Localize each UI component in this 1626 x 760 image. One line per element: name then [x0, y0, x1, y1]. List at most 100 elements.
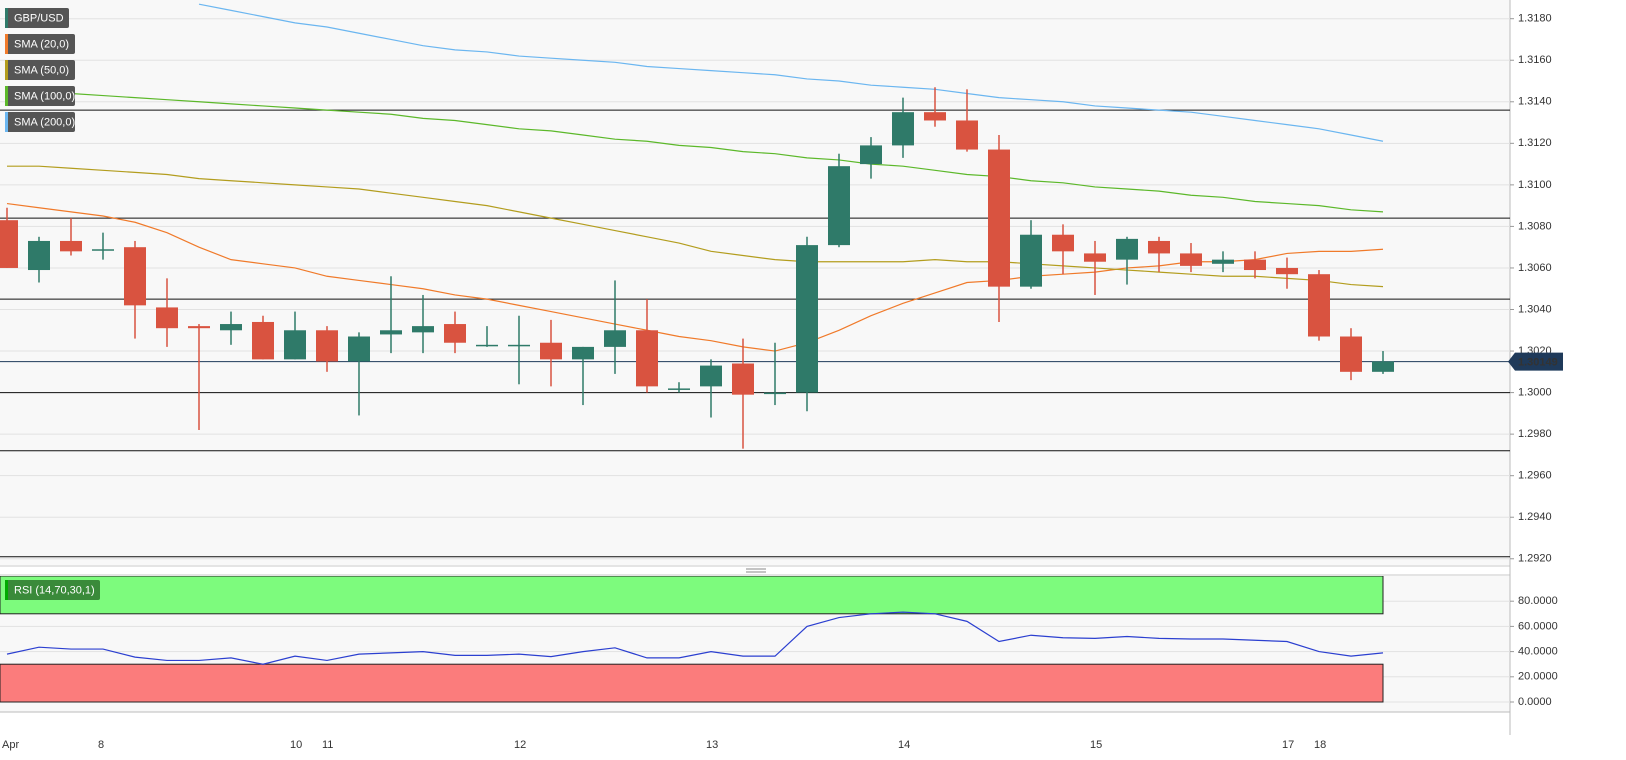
candle-body: [1340, 336, 1362, 372]
candle-body: [924, 112, 946, 121]
sma-line: [6, 88, 1384, 213]
y-tick-label: 1.3160: [1518, 54, 1552, 66]
y-tick-label: 1.3060: [1518, 262, 1552, 274]
candle-body: [284, 330, 306, 360]
legend-box[interactable]: [5, 60, 75, 80]
x-tick-label: 8: [98, 739, 104, 751]
candle-body: [1116, 238, 1138, 260]
candle-body: [636, 330, 658, 387]
candle-body: [508, 344, 530, 347]
candle-body: [28, 240, 50, 271]
y-tick-label: 0.0000: [1518, 696, 1552, 708]
rsi-zone: [0, 576, 1384, 615]
candle-body: [1020, 234, 1042, 287]
candle-body: [1276, 267, 1298, 275]
candle-body: [764, 392, 786, 395]
price-plot: [0, 3, 1510, 560]
sma-line: [198, 3, 1384, 142]
y-tick-label: 1.3040: [1518, 303, 1552, 315]
y-tick-label: 1.3120: [1518, 137, 1552, 149]
rsi-zone: [0, 663, 1384, 703]
x-tick-label: 18: [1314, 739, 1326, 751]
candle-body: [60, 240, 82, 252]
legend-label: SMA (100,0): [14, 90, 75, 102]
y-tick-label: 1.3180: [1518, 13, 1552, 25]
candle-body: [124, 247, 146, 306]
candle-body: [540, 342, 562, 360]
candle-body: [1148, 240, 1170, 254]
candle-body: [796, 245, 818, 393]
candle-body: [572, 346, 594, 360]
candle-body: [1372, 361, 1394, 372]
y-tick-label: 1.2980: [1518, 428, 1552, 440]
legend-swatch: [5, 112, 8, 132]
candle-body: [380, 330, 402, 335]
legend-label: SMA (200,0): [14, 116, 75, 128]
x-tick-label: 15: [1090, 739, 1102, 751]
legend-box[interactable]: [5, 580, 100, 600]
y-tick-label: 60.0000: [1518, 620, 1558, 632]
legend-label: SMA (50,0): [14, 64, 69, 76]
candle-body: [892, 112, 914, 146]
x-tick-label: 14: [898, 739, 910, 751]
x-tick-label: 13: [706, 739, 718, 751]
sma-line: [6, 202, 1384, 352]
sma-line: [7, 165, 1384, 288]
candle-body: [828, 166, 850, 246]
y-tick-label: 1.3080: [1518, 220, 1552, 232]
y-tick-label: 40.0000: [1518, 646, 1558, 658]
candle-body: [1244, 259, 1266, 271]
legend-label: SMA (20,0): [14, 38, 69, 50]
x-tick-label: 17: [1282, 739, 1294, 751]
candle-body: [1084, 253, 1106, 262]
price-panel: [0, 0, 1510, 565]
legend-box[interactable]: [5, 112, 75, 132]
candle-body: [988, 149, 1010, 287]
legend-swatch: [5, 60, 8, 80]
legend-swatch: [5, 580, 8, 600]
x-tick-label: Apr: [2, 739, 19, 751]
candle-body: [732, 363, 754, 395]
candle-body: [316, 330, 338, 362]
y-tick-label: 1.2960: [1518, 470, 1552, 482]
candle-body: [956, 120, 978, 150]
legend-swatch: [5, 8, 8, 28]
candle-body: [444, 324, 466, 343]
y-tick-label: 1.3000: [1518, 386, 1552, 398]
candle-body: [220, 324, 242, 331]
rsi-line: [6, 611, 1384, 665]
candle-body: [1180, 253, 1202, 266]
candle-body: [1212, 259, 1234, 264]
candle-body: [252, 321, 274, 360]
candle-body: [0, 220, 18, 268]
candle-body: [700, 365, 722, 387]
rsi-plot: [0, 576, 1510, 703]
y-tick-label: 80.0000: [1518, 595, 1558, 607]
x-tick-label: 10: [290, 739, 302, 751]
legend-swatch: [5, 34, 8, 54]
candle-body: [412, 326, 434, 333]
legend-box[interactable]: [5, 34, 75, 54]
legend-box[interactable]: [5, 8, 69, 28]
candle-body: [188, 326, 210, 329]
candle-body: [1052, 234, 1074, 252]
x-tick-label: 11: [322, 739, 333, 751]
candle-body: [668, 388, 690, 390]
y-tick-label: 1.3140: [1518, 96, 1552, 108]
legend-swatch: [5, 86, 8, 106]
legend-label: GBP/USD: [14, 12, 64, 24]
candle-body: [476, 344, 498, 347]
legend-box[interactable]: [5, 86, 75, 106]
candle-body: [1308, 274, 1330, 337]
x-tick-label: 12: [514, 739, 526, 751]
y-tick-label: 1.2940: [1518, 511, 1552, 523]
last-price-tag: [1508, 352, 1563, 371]
labels: 1.3180 1.3160 1.3140 1.3120 1.3100 1.3080 1.30…: [2, 8, 1563, 751]
legend-label: RSI (14,70,30,1): [14, 584, 95, 596]
candle-body: [92, 249, 114, 251]
last-price-label: 1.30149: [1518, 357, 1558, 369]
candle-body: [860, 145, 882, 165]
y-tick-label: 20.0000: [1518, 671, 1558, 683]
